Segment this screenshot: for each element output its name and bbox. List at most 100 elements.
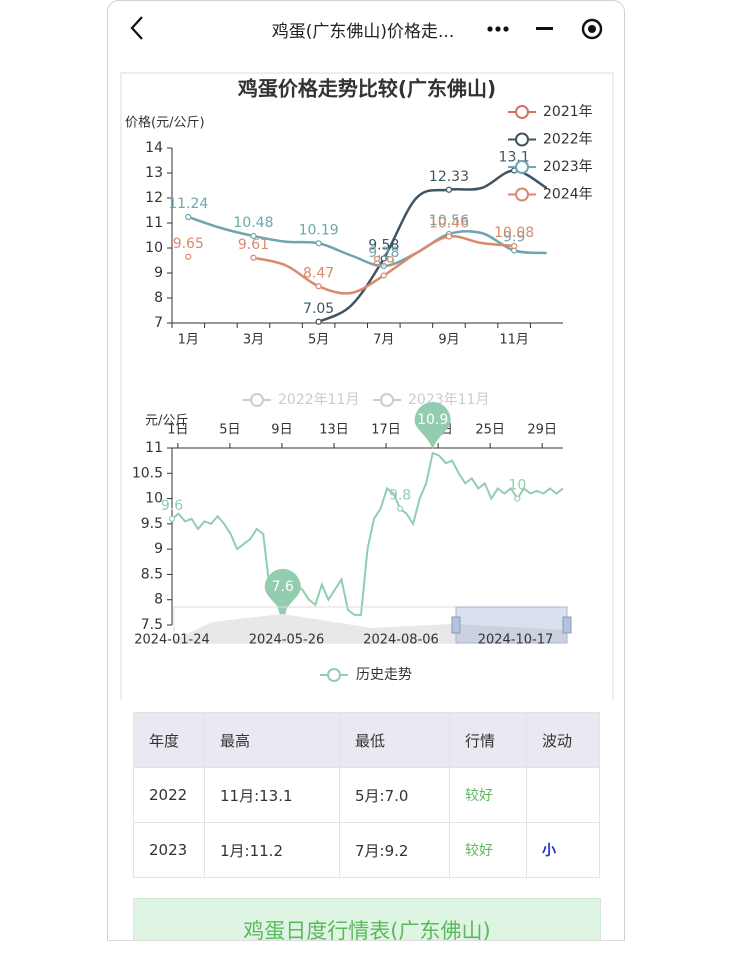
point-marker [315,283,322,290]
y-tick-label: 8 [154,592,163,608]
data-label: 12.33 [429,169,469,185]
cell: 较好 [449,767,527,823]
x-tick-label: 17日 [371,423,401,438]
cell: 较好 [449,822,527,878]
data-label: 10.48 [233,215,273,231]
series-line [318,169,548,323]
y-tick-label: 12 [145,190,163,206]
data-label: 9.58 [368,238,399,254]
y-tick-label: 9 [154,541,163,557]
point-marker [185,213,192,221]
data-label: 8.9 [373,255,395,271]
close-button[interactable] [581,18,603,40]
legend-icon [380,393,394,407]
data-label: 7.05 [303,301,334,317]
x-tick-label: 13日 [319,423,349,438]
data-label: 8.47 [303,265,334,281]
y-tick-label: 10 [145,491,163,507]
y-tick-label: 14 [145,140,163,156]
x-tick-label: 3月 [243,333,264,348]
header-cell: 行情 [449,712,527,768]
cell: 11月:13.1 [204,767,340,823]
chart-card [120,72,614,700]
legend-icon [515,132,529,147]
data-label: 9.28 [368,245,399,261]
y-tick-label: 7 [154,315,163,331]
data-label: 9.6 [161,498,183,514]
point-marker [168,515,176,522]
bottom-bar [107,940,625,977]
zoom-label: 2024-10-17 [478,633,554,648]
point-marker [250,232,257,240]
zoom-label: 2024-08-06 [363,633,439,648]
data-label: 11.24 [168,196,208,212]
point-marker [315,240,322,247]
y-tick-label: 9.5 [141,516,163,532]
point-marker [185,253,192,260]
top-bar-icons [130,16,603,40]
back-button[interactable] [130,16,143,40]
x-tick-label: 9日 [271,423,292,438]
x-tick-label: 5日 [219,423,240,438]
y-tick-label: 10.5 [132,465,163,481]
cell: 小 [526,822,600,878]
header-cell: 波动 [526,712,600,768]
x-tick-label: 7月 [373,333,394,348]
legend-label: 2023年 [543,159,593,175]
legend-label: 2022年 [543,132,593,148]
mark-pin [264,568,301,616]
more-button[interactable] [487,26,509,32]
point-marker [445,186,453,193]
x-tick-label: 5月 [308,333,329,348]
point-marker [380,262,387,270]
header-cell: 最低 [339,712,450,768]
header-cell: 最高 [204,712,340,768]
legend-label: 2021年 [543,104,593,120]
zoom-label: 2024-05-26 [249,633,325,648]
cell: 5月:7.0 [339,767,450,823]
legend-icon [515,160,529,174]
legend-label: 2023年11月 [408,392,489,408]
point-marker [396,505,404,512]
point-marker [380,255,387,262]
legend-label: 2022年11月 [278,392,359,408]
zoom-label: 2024-01-24 [134,633,210,648]
legend-label: 2024年 [543,187,593,203]
point-marker [445,233,453,240]
zoom-slider-preview [174,614,567,643]
table-header: 年度 最高 最低 行情 波动 [133,712,600,768]
mark-pin-label: 7.6 [272,579,294,595]
point-marker [315,318,322,325]
x-tick-label: 9月 [438,333,459,348]
point-marker [250,254,257,261]
data-label: 9.8 [389,488,411,504]
legend-icon [250,393,264,407]
x-tick-label: 1日 [167,423,188,438]
y-tick-label: 11 [145,440,163,456]
charts: 鸡蛋价格走势比较(广东佛山) 价格(元/公斤) 元/公斤 7 8 9 10 11 12 13… [120,72,614,700]
y-tick-label: 11 [145,215,163,231]
y-tick-label: 8.5 [141,566,163,582]
data-label: 10.08 [494,225,534,241]
chart-title: 鸡蛋价格走势比较(广东佛山) [237,77,496,101]
minimize-button[interactable] [536,27,553,30]
point-marker [511,242,518,250]
table-row: 2023 1月:11.2 7月:9.2 较好 小 [133,822,600,878]
data-label: 9.9 [503,230,525,246]
legend-icon [327,668,341,682]
header-cell: 年度 [133,712,205,768]
series-line [171,451,564,624]
y-axis-label: 价格(元/公斤) [125,115,205,131]
zoom-handle[interactable] [562,616,572,634]
x-tick-label: 1月 [178,333,199,348]
mark-pin-label: 10.9 [417,412,448,428]
zoom-handle[interactable] [451,616,461,634]
data-label: 10.46 [429,216,469,232]
x-tick-label: 11月 [499,333,529,348]
legend-icon [515,187,529,202]
zoom-window[interactable] [455,606,568,644]
point-marker [514,495,521,502]
y-tick-label: 13 [145,165,163,181]
cell: 7月:9.2 [339,822,450,878]
